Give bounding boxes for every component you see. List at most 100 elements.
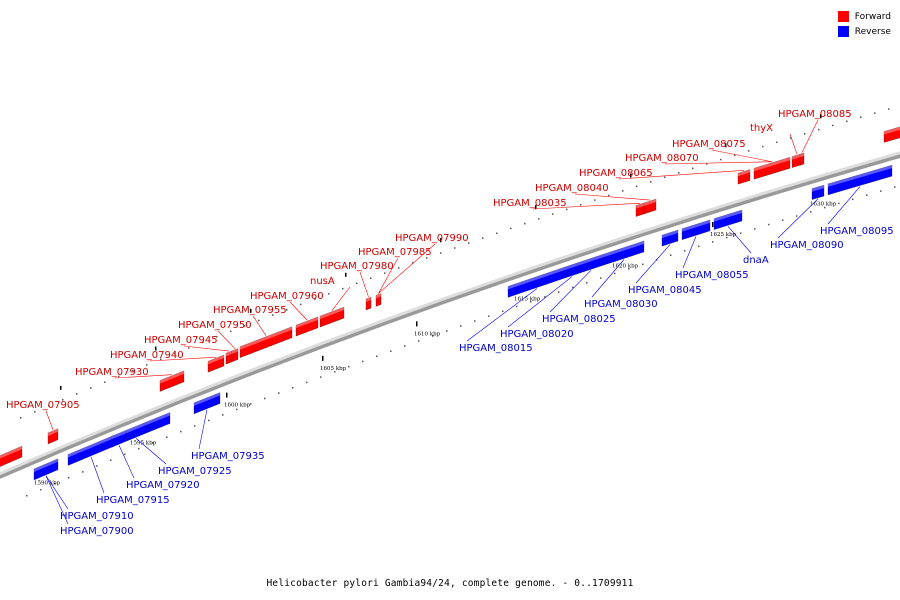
ruler-dot (348, 365, 350, 368)
ruler-dot (62, 399, 64, 401)
gene-shine (812, 185, 824, 192)
leader-line-forward (801, 119, 819, 153)
forward-gene (47, 428, 59, 445)
ruler-dot (54, 482, 56, 485)
reverse-gene-label: HPGAM_07915 (96, 495, 170, 506)
ruler-dot (782, 219, 784, 222)
ruler-dot (124, 453, 126, 456)
reverse-gene (811, 184, 825, 200)
ruler-dot (594, 199, 596, 201)
gene-shine (208, 354, 224, 365)
leader-line-reverse (727, 226, 752, 254)
reverse-gene (145, 412, 171, 434)
backbone-highlight (0, 151, 900, 476)
ruler-dot (222, 414, 224, 416)
forward-gene-label: thyX (750, 123, 773, 134)
forward-gene (231, 348, 239, 363)
ruler-tick (440, 238, 442, 243)
scale-tick (226, 392, 228, 398)
ruler-dot (96, 465, 98, 467)
ruler-dot (824, 206, 826, 209)
scale-tick-label: 1605 kbp (320, 366, 347, 372)
leader-line-forward (574, 193, 651, 201)
ruler-dot (146, 364, 148, 366)
gene-shine (366, 297, 371, 302)
ruler-dot (454, 247, 456, 249)
ruler-dot (544, 296, 546, 298)
scale-tick-label: 1620 kbp (612, 263, 639, 269)
leader-line-reverse (827, 186, 861, 225)
ruler-dot (320, 376, 322, 378)
ruler-dot (832, 124, 834, 127)
leader-line-forward (183, 345, 230, 352)
ruler-dot (552, 213, 554, 215)
ruler-dot (586, 281, 588, 284)
gene-shine (112, 430, 126, 440)
ruler-dot (118, 375, 120, 378)
ruler-dot (426, 257, 428, 259)
forward-gene (239, 326, 293, 358)
ruler-dot (762, 145, 764, 148)
ruler-dot (446, 330, 448, 332)
ruler-dot (194, 425, 196, 427)
ruler-dot (776, 141, 778, 144)
leader-line-reverse (466, 288, 538, 342)
forward-gene (319, 306, 345, 328)
reverse-gene (661, 229, 679, 247)
ruler-dot (796, 215, 798, 217)
reverse-gene-label: HPGAM_08015 (459, 343, 533, 354)
forward-gene (375, 293, 382, 307)
forward-gene (737, 169, 751, 185)
reverse-gene-label: HPGAM_07935 (191, 451, 265, 462)
gene-shine (34, 458, 58, 472)
reverse-gene-label: HPGAM_08045 (628, 285, 702, 296)
reverse-gene-label: HPGAM_07920 (126, 480, 200, 491)
forward-gene-label: HPGAM_07985 (358, 247, 432, 258)
forward-gene-label: HPGAM_07945 (144, 335, 218, 346)
ruler-dot (362, 360, 364, 363)
reverse-gene-label: HPGAM_08055 (675, 270, 749, 281)
ruler-tick (630, 173, 632, 178)
leader-line-forward (789, 133, 798, 155)
reverse-gene-label: HPGAM_07925 (158, 466, 232, 477)
leader-line-forward (252, 315, 267, 336)
ruler-dot (208, 419, 210, 422)
gene-shine (240, 326, 292, 350)
reverse-gene-label: HPGAM_08025 (542, 314, 616, 325)
ruler-dot (328, 293, 330, 295)
ruler-dot (804, 133, 806, 135)
leader-line-forward (378, 243, 436, 294)
leader-line-forward (289, 301, 308, 321)
ruler-dot (488, 315, 490, 317)
ruler-dot (860, 116, 862, 118)
ruler-dot (650, 181, 652, 183)
ruler-dot (180, 430, 182, 433)
ruler-dot (216, 336, 218, 338)
gene-shine (636, 202, 644, 209)
ruler-dot (334, 371, 336, 373)
ruler-dot (384, 272, 386, 274)
ruler-dot (768, 223, 770, 226)
leader-line-forward (114, 374, 173, 379)
reverse-gene-label: HPGAM_07910 (60, 511, 134, 522)
ruler-dot (404, 345, 406, 347)
leader-line-forward (711, 149, 773, 163)
leader-line-forward (532, 202, 641, 210)
ruler-dot (474, 320, 476, 322)
ruler-dot (692, 167, 694, 170)
reverse-gene (603, 240, 645, 266)
ruler-tick (155, 346, 157, 351)
legend-item-reverse: Reverse (837, 24, 891, 39)
ruler-dot (166, 436, 168, 438)
forward-gene-label: HPGAM_08075 (672, 139, 746, 150)
forward-gene (365, 296, 372, 311)
leader-line-reverse (682, 236, 697, 269)
gene-shine (0, 446, 22, 459)
ruler-dot (614, 272, 616, 275)
ruler-dot (244, 325, 246, 327)
legend-label-reverse: Reverse (854, 26, 891, 37)
leader-line-forward (45, 410, 54, 430)
forward-gene (799, 152, 805, 166)
ruler-dot (68, 477, 70, 479)
